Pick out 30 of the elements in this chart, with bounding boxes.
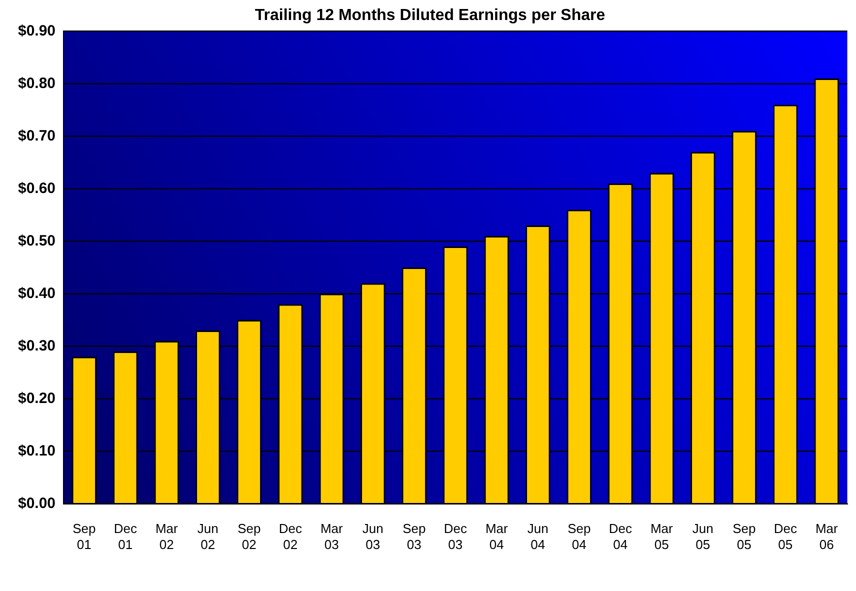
x-tick-label: Mar 06 bbox=[815, 521, 839, 552]
x-tick-label: Jun 02 bbox=[197, 521, 218, 552]
y-tick-label: $0.70 bbox=[18, 127, 56, 144]
y-tick-label: $0.60 bbox=[18, 180, 56, 197]
x-tick-label: Mar 02 bbox=[155, 521, 179, 552]
chart-title: Trailing 12 Months Diluted Earnings per Share bbox=[254, 7, 606, 24]
x-tick-label: Jun 05 bbox=[692, 521, 714, 552]
x-tick-label: Sep 01 bbox=[72, 521, 96, 552]
x-tick-label: Dec 04 bbox=[608, 521, 632, 552]
y-tick-label: $0.90 bbox=[18, 22, 56, 40]
x-tick-label: Dec 01 bbox=[114, 521, 138, 552]
y-tick-label: $0.80 bbox=[18, 74, 56, 92]
x-tick-label: Mar 05 bbox=[650, 521, 674, 552]
x-tick-label: Sep 02 bbox=[238, 521, 261, 552]
x-tick-label: Dec 03 bbox=[444, 521, 468, 552]
x-tick-label: Jun 04 bbox=[527, 521, 548, 552]
x-tick-label: Jun 03 bbox=[362, 521, 384, 552]
y-tick-label: $0.40 bbox=[18, 284, 56, 302]
y-tick-label: $0.10 bbox=[18, 442, 56, 460]
x-tick-label: Sep 05 bbox=[732, 521, 756, 552]
x-tick-label: Mar 03 bbox=[320, 521, 344, 552]
y-tick-label: $0.30 bbox=[18, 337, 56, 354]
x-tick-label: Sep 04 bbox=[568, 521, 591, 552]
y-tick-label: $0.00 bbox=[18, 494, 56, 512]
x-tick-label: Mar 04 bbox=[485, 521, 509, 552]
x-tick-label: Sep 03 bbox=[402, 521, 426, 552]
x-tick-label: Dec 02 bbox=[278, 521, 302, 552]
y-tick-label: $0.50 bbox=[18, 232, 56, 250]
y-tick-label: $0.20 bbox=[18, 390, 56, 407]
x-tick-label: Dec 05 bbox=[774, 521, 798, 552]
